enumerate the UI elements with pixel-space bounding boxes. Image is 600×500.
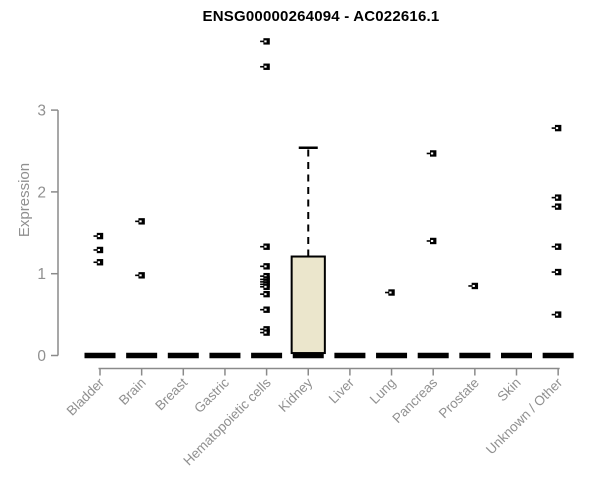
outlier-point-notch: [264, 293, 267, 296]
x-tick-label: Breast: [152, 375, 190, 413]
outlier-point-notch: [264, 328, 267, 331]
x-tick-label: Prostate: [436, 375, 482, 421]
x-tick-label: Skin: [494, 375, 523, 404]
outlier-point-notch: [555, 271, 559, 274]
median-line: [417, 352, 449, 359]
outlier-point-notch: [264, 308, 267, 311]
outlier-point-notch: [264, 265, 267, 268]
outlier-point: [554, 243, 562, 250]
x-tick-label: Unknown / Other: [483, 375, 566, 458]
outlier-point: [554, 194, 562, 201]
median-line: [501, 352, 532, 359]
outlier-point: [554, 311, 562, 318]
y-tick-label: 1: [37, 266, 46, 283]
outlier-point: [430, 150, 437, 157]
x-tick-label: Kidney: [276, 375, 316, 415]
median-line: [292, 352, 324, 359]
outlier-point-notch: [264, 65, 267, 68]
outlier-point: [430, 237, 437, 245]
y-tick-label: 3: [37, 103, 46, 120]
median-line: [334, 352, 366, 359]
outlier-point-notch: [97, 235, 100, 238]
x-tick-label: Pancreas: [389, 375, 440, 426]
x-tick-label: Lung: [367, 375, 399, 407]
outlier-point-notch: [430, 239, 434, 242]
outlier-point-notch: [264, 245, 267, 248]
outlier-point-notch: [472, 284, 475, 287]
x-tick-label: Brain: [116, 375, 149, 408]
box: [290, 255, 326, 355]
chart-title: ENSG00000264094 - AC022616.1: [202, 8, 440, 25]
outlier-point-notch: [430, 152, 434, 155]
median-line: [209, 352, 241, 359]
y-tick-label: 0: [37, 348, 46, 365]
outlier-point-notch: [97, 261, 100, 264]
outlier-point-notch: [555, 205, 559, 208]
outlier-point: [554, 124, 562, 132]
outlier-point-notch: [264, 285, 267, 288]
median-line: [167, 352, 199, 359]
outlier-point: [554, 203, 562, 210]
outlier-point-notch: [264, 40, 267, 43]
x-tick-label: Liver: [326, 375, 358, 407]
median-line: [459, 352, 491, 359]
outlier-point-notch: [139, 274, 142, 277]
outlier-point-notch: [264, 331, 267, 334]
median-line: [251, 352, 283, 359]
outlier-point-notch: [555, 245, 559, 248]
outlier-point: [554, 268, 562, 276]
outlier-point-notch: [555, 313, 559, 316]
outlier-point-notch: [139, 220, 142, 223]
outlier-point-notch: [97, 248, 100, 251]
x-tick-label: Bladder: [64, 375, 108, 419]
outlier-point-notch: [389, 291, 392, 294]
median-line: [84, 352, 116, 359]
median-line: [126, 352, 158, 359]
y-tick-label: 2: [37, 184, 46, 201]
median-line: [376, 352, 408, 359]
outlier-point-notch: [555, 196, 559, 199]
x-tick-label: Gastric: [191, 375, 232, 416]
outlier-point-notch: [264, 275, 267, 278]
outlier-point-notch: [555, 127, 559, 130]
median-line: [542, 352, 574, 359]
